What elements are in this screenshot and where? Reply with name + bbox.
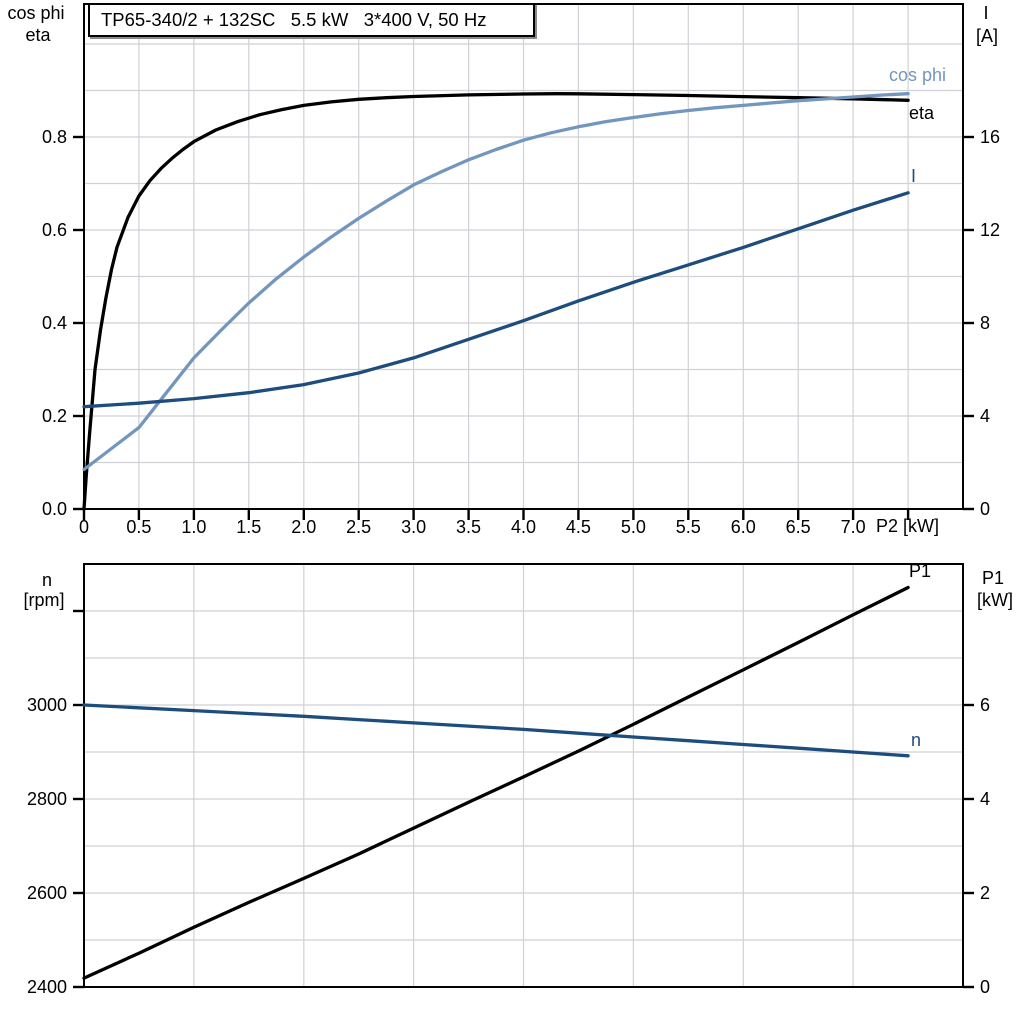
x-axis-tick-label: 3.0 bbox=[401, 517, 426, 537]
right-axis-unit-i: I bbox=[983, 3, 988, 23]
x-axis-tick-label: 5.0 bbox=[621, 517, 646, 537]
y-left-axis-tick-label: 0.8 bbox=[42, 127, 67, 147]
series-label-speed: n bbox=[911, 730, 921, 750]
series-label-current: I bbox=[911, 166, 916, 186]
y-left-axis-tick-label: 0.0 bbox=[42, 499, 67, 519]
x-axis-tick-label: 6.0 bbox=[731, 517, 756, 537]
y-right-axis-tick-label: 6 bbox=[980, 695, 990, 715]
right-axis-unit-kw: [kW] bbox=[977, 590, 1013, 610]
series-curve-eta bbox=[82, 92, 910, 511]
left-axis-unit-rpm: [rpm] bbox=[23, 590, 64, 610]
y-right-axis-tick-label: 0 bbox=[980, 977, 990, 997]
y-left-axis-tick-label: 2600 bbox=[27, 883, 67, 903]
plot-border bbox=[83, 563, 964, 988]
y-right-axis-tick-label: 8 bbox=[980, 313, 990, 333]
series-curve-current bbox=[82, 191, 910, 409]
x-axis-tick-label: 2.0 bbox=[291, 517, 316, 537]
right-axis-unit-a: [A] bbox=[976, 26, 998, 46]
x-axis-unit-label: P2 [kW] bbox=[876, 516, 939, 536]
left-axis-unit-n: n bbox=[42, 570, 52, 590]
x-axis-tick-label: 7.0 bbox=[841, 517, 866, 537]
x-axis-tick-label: 1.0 bbox=[181, 517, 206, 537]
y-right-axis-tick-label: 4 bbox=[980, 406, 990, 426]
y-left-axis-tick-label: 0.4 bbox=[42, 313, 67, 333]
y-right-axis-tick-label: 0 bbox=[980, 499, 990, 519]
x-axis-tick-label: 2.5 bbox=[346, 517, 371, 537]
chart-title-box: TP65-340/2 + 132SC 5.5 kW 3*400 V, 50 Hz bbox=[88, 3, 535, 37]
x-axis-tick-label: 4.5 bbox=[566, 517, 591, 537]
left-axis-unit-eta: eta bbox=[25, 25, 51, 45]
y-left-axis-tick-label: 0.6 bbox=[42, 220, 67, 240]
y-right-axis-tick-label: 12 bbox=[980, 220, 1000, 240]
x-axis-tick-label: 1.5 bbox=[236, 517, 261, 537]
x-axis-tick-label: 6.5 bbox=[786, 517, 811, 537]
series-label-eta: eta bbox=[909, 103, 935, 123]
y-left-axis-tick-label: 2800 bbox=[27, 789, 67, 809]
y-left-axis-tick-label: 3000 bbox=[27, 695, 67, 715]
right-axis-unit-p1: P1 bbox=[982, 568, 1004, 588]
x-axis-tick-label: 4.0 bbox=[511, 517, 536, 537]
series-curve-cos-phi bbox=[82, 92, 910, 472]
y-left-axis-tick-label: 2400 bbox=[27, 977, 67, 997]
series-label-p1: P1 bbox=[909, 561, 931, 581]
x-axis-tick-label: 0 bbox=[79, 517, 89, 537]
y-right-axis-tick-label: 16 bbox=[980, 127, 1000, 147]
series-label-cos-phi: cos phi bbox=[889, 65, 946, 85]
y-left-axis-tick-label: 0.2 bbox=[42, 406, 67, 426]
series-curve-speed bbox=[82, 703, 910, 758]
left-axis-unit-cos-phi: cos phi bbox=[7, 3, 64, 23]
x-axis-tick-label: 5.5 bbox=[676, 517, 701, 537]
y-right-axis-tick-label: 4 bbox=[980, 789, 990, 809]
y-right-axis-tick-label: 2 bbox=[980, 883, 990, 903]
x-axis-tick-label: 0.5 bbox=[126, 517, 151, 537]
x-axis-tick-label: 3.5 bbox=[456, 517, 481, 537]
chart-title: TP65-340/2 + 132SC 5.5 kW 3*400 V, 50 Hz bbox=[101, 9, 487, 30]
series-curve-p1 bbox=[82, 585, 910, 980]
